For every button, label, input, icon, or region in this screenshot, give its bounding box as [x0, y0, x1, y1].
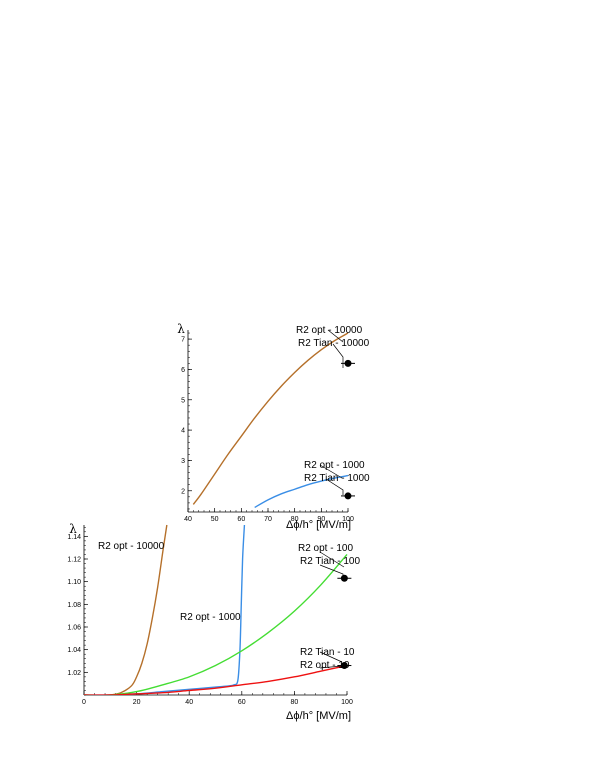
y-axis-label: λ	[177, 322, 185, 336]
annotation-label: R2 opt - 1000	[180, 612, 241, 623]
annotation-label: R2 Tian - 10	[300, 647, 355, 658]
x-tick-label: 0	[82, 699, 86, 706]
y-tick-label: 1.14	[67, 534, 81, 541]
x-tick-label: 50	[211, 516, 219, 523]
y-tick-label: 1.10	[67, 579, 81, 586]
annotation-leader-line	[319, 564, 344, 578]
y-tick-label: 1.06	[67, 625, 81, 632]
annotation-leader-line	[327, 329, 344, 343]
y-tick-label: 3	[181, 458, 185, 465]
y-tick-label: 6	[181, 367, 185, 374]
series-line-r2-opt---10000	[110, 524, 168, 695]
x-tick-label: 40	[185, 699, 193, 706]
series-line-r2-opt---10000	[192, 332, 349, 505]
annotation-leader-line	[332, 343, 344, 368]
y-tick-label: 1.08	[67, 602, 81, 609]
x-tick-label: 60	[237, 516, 245, 523]
y-axis-label: λ	[69, 522, 77, 536]
y-tick-label: 1.02	[67, 670, 81, 677]
x-tick-label: 90	[317, 516, 325, 523]
data-point-marker	[344, 359, 352, 367]
y-tick-label: 5	[181, 397, 185, 404]
series-line-r2-opt---100	[84, 554, 348, 695]
top-panel: 40 50 60 70 80 90 100 2 3 4 5 6 7λ Δϕ/h° [MV/m] R2 opt…	[177, 322, 370, 531]
x-axis-label: Δϕ/h° [MV/m]	[286, 519, 351, 531]
annotation-label: R2 opt - 10000	[296, 325, 363, 336]
series-line-r2-opt---1000	[254, 474, 349, 509]
data-point-marker	[344, 492, 352, 500]
annotation-label: R2 opt - 1000	[304, 460, 365, 471]
x-tick-label: 20	[133, 699, 141, 706]
annotation-leader-line	[319, 551, 345, 568]
x-axis-label: Δϕ/h° [MV/m]	[286, 710, 351, 722]
annotation-label: R2 Tian - 1000	[304, 473, 370, 484]
annotation-label: R2 opt - 10000	[98, 541, 165, 552]
annotation-leader-line	[325, 478, 344, 495]
y-tick-label: 7	[181, 337, 185, 344]
x-tick-label: 100	[342, 516, 354, 523]
x-tick-label: 100	[341, 699, 353, 706]
annotation-leader-line	[319, 651, 343, 663]
annotation-label: R2 opt - 10	[300, 660, 350, 671]
data-point-marker	[340, 662, 348, 670]
annotation-label: R2 Tian - 100	[300, 556, 360, 567]
x-tick-label: 80	[291, 516, 299, 523]
annotation-leader-line	[319, 665, 343, 669]
x-tick-label: 80	[291, 699, 299, 706]
data-point-marker	[340, 574, 348, 582]
bottom-panel: 0 20 40 60 80 100 1.02 1.04 1.06 1.08 1.10 1.12 1.14…	[67, 522, 360, 722]
x-tick-label: 60	[238, 699, 246, 706]
annotation-label: R2 opt - 100	[298, 543, 353, 554]
annotation-label: R2 Tian - 10000	[298, 338, 370, 349]
x-tick-label: 70	[264, 516, 272, 523]
y-tick-label: 1.04	[67, 647, 81, 654]
x-tick-label: 40	[184, 516, 192, 523]
y-tick-label: 2	[181, 488, 185, 495]
y-tick-label: 1.12	[67, 557, 81, 564]
y-tick-label: 4	[181, 428, 185, 435]
annotation-leader-line	[319, 464, 343, 479]
series-line-r2-opt---10	[84, 664, 348, 695]
